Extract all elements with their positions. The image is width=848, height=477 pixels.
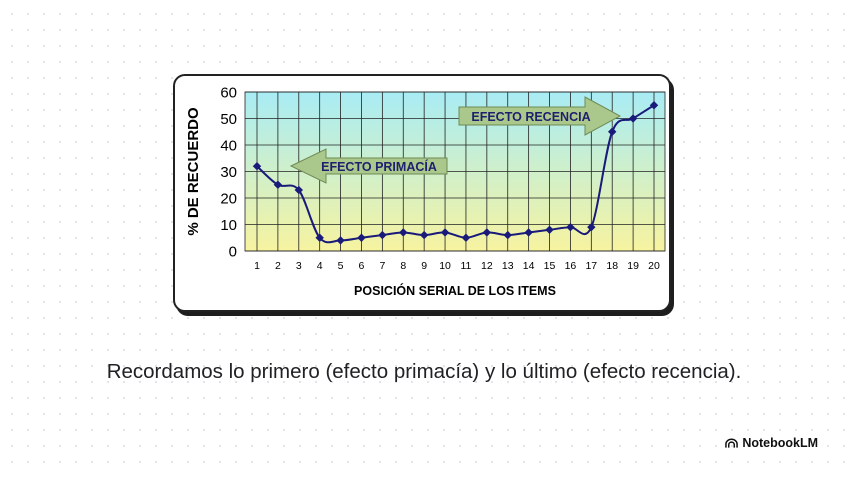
notebooklm-logo-icon <box>725 438 739 448</box>
x-tick-label: 12 <box>481 260 493 272</box>
y-tick-label: 30 <box>220 164 237 181</box>
y-tick-label: 60 <box>220 85 237 102</box>
x-tick-label: 3 <box>296 260 302 272</box>
brand-name: NotebookLM <box>742 436 818 450</box>
y-tick-label: 20 <box>220 191 237 208</box>
x-tick-label: 4 <box>317 260 323 272</box>
primacy-arrow: EFECTO PRIMACÍA <box>289 148 448 184</box>
data-point <box>587 222 596 232</box>
data-point <box>378 230 387 240</box>
x-tick-label: 15 <box>544 260 556 272</box>
data-point <box>419 230 429 240</box>
data-point <box>524 228 533 237</box>
data-point <box>252 162 262 171</box>
y-tick-label: 0 <box>229 244 237 261</box>
data-point <box>503 230 512 240</box>
data-point <box>399 228 408 237</box>
y-axis-label: % DE RECUERDO <box>185 107 202 236</box>
brand: NotebookLM <box>725 436 818 450</box>
x-axis-ticks: 1 2 3 4 5 6 7 8 9 10 11 12 13 14 15 16 17 18 19 20 <box>254 260 660 272</box>
x-axis-label: POSICIÓN SERIAL DE LOS ITEMS <box>354 283 556 298</box>
recency-label: EFECTO RECENCIA <box>471 110 590 124</box>
caption: Recordamos lo primero (efecto primacía) … <box>106 360 742 383</box>
data-point <box>566 222 575 232</box>
x-tick-label: 10 <box>439 260 451 272</box>
data-point <box>273 180 283 189</box>
x-tick-label: 19 <box>627 260 639 272</box>
data-point <box>294 185 303 195</box>
data-point <box>482 228 492 237</box>
y-axis-ticks: 0 10 20 30 40 50 60 <box>220 85 237 261</box>
data-point <box>315 233 324 242</box>
data-point <box>649 101 659 110</box>
x-tick-label: 11 <box>460 260 471 272</box>
recency-arrow: EFECTO RECENCIA <box>458 96 622 136</box>
x-tick-label: 1 <box>254 260 260 272</box>
x-tick-label: 13 <box>502 260 514 272</box>
primacy-label: EFECTO PRIMACÍA <box>321 159 437 174</box>
x-tick-label: 8 <box>400 260 406 272</box>
y-tick-label: 40 <box>220 138 237 155</box>
x-tick-label: 2 <box>275 260 281 272</box>
x-tick-label: 20 <box>648 260 660 272</box>
plot-border <box>244 91 666 252</box>
data-point <box>357 233 366 242</box>
x-tick-label: 18 <box>606 260 618 272</box>
x-tick-label: 6 <box>359 260 365 272</box>
x-tick-label: 5 <box>338 260 344 272</box>
y-tick-label: 50 <box>220 111 237 128</box>
chart-frame: 0 10 20 30 40 50 60 1 2 3 4 5 6 7 8 9 10 11 12 13 14 15 16 17 1… <box>173 74 671 312</box>
y-tick-label: 10 <box>220 217 237 234</box>
x-tick-label: 17 <box>585 260 597 272</box>
x-tick-label: 14 <box>523 260 535 272</box>
x-tick-label: 16 <box>565 260 577 272</box>
data-point <box>461 233 471 242</box>
data-point <box>440 228 450 237</box>
annotations: EFECTO PRIMACÍA EFECTO RECENCIA <box>289 96 622 184</box>
x-tick-label: 7 <box>379 260 385 272</box>
x-tick-label: 9 <box>421 260 427 272</box>
